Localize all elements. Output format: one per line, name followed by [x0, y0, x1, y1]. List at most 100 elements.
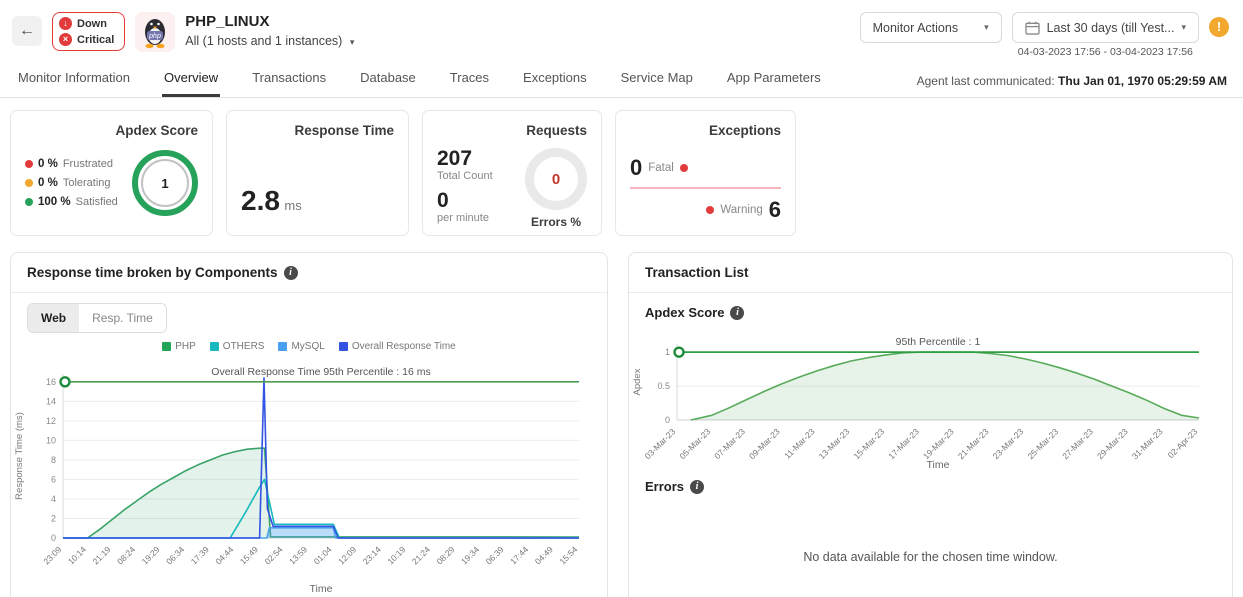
host-instance-selector[interactable]: All (1 hosts and 1 instances) ▾	[185, 34, 354, 48]
agent-last-communicated: Agent last communicated: Thu Jan 01, 197…	[917, 74, 1227, 97]
apdex-gauge: 1	[132, 150, 198, 216]
alert-warning-icon[interactable]: !	[1209, 17, 1229, 37]
svg-text:21-Mar-23: 21-Mar-23	[956, 426, 991, 461]
monitor-actions-dropdown[interactable]: Monitor Actions ▾	[859, 12, 1002, 43]
errors-value: 0	[551, 170, 561, 188]
time-range-selector[interactable]: Last 30 days (till Yest... ▾	[1011, 12, 1199, 43]
svg-text:15:49: 15:49	[238, 544, 260, 566]
tab-bar: Monitor Information Overview Transaction…	[0, 62, 1243, 98]
svg-text:05-Mar-23: 05-Mar-23	[677, 426, 712, 461]
green-dot-icon	[25, 198, 33, 206]
svg-text:4: 4	[51, 494, 56, 504]
satisfied-pct: 100 %	[38, 196, 71, 208]
red-dot-icon	[25, 160, 33, 168]
fatal-label: Fatal	[648, 162, 674, 174]
requests-per-minute-label: per minute	[437, 212, 489, 224]
info-icon[interactable]: i	[730, 305, 745, 320]
availability-status: ↓ Down	[59, 17, 114, 30]
tab-exceptions[interactable]: Exceptions	[523, 70, 587, 85]
satisfied-label: Satisfied	[75, 196, 118, 208]
exceptions-sparkline	[630, 187, 781, 189]
card-title: Requests	[526, 123, 587, 138]
svg-text:06:34: 06:34	[164, 544, 186, 566]
svg-text:17-Mar-23: 17-Mar-23	[886, 426, 921, 461]
tab-database[interactable]: Database	[360, 70, 416, 85]
svg-text:11-Mar-23: 11-Mar-23	[782, 426, 817, 461]
info-icon[interactable]: i	[283, 265, 298, 280]
transaction-list-title: Transaction List	[645, 265, 749, 280]
time-range-detail: 04-03-2023 17:56 - 03-04-2023 17:56	[1017, 46, 1193, 58]
info-icon[interactable]: i	[690, 479, 705, 494]
svg-text:31-Mar-23: 31-Mar-23	[1130, 426, 1165, 461]
svg-text:0: 0	[665, 415, 670, 425]
chevron-down-icon: ▾	[984, 22, 989, 32]
svg-text:php: php	[148, 33, 161, 40]
close-icon: ×	[59, 33, 72, 46]
fatal-row: 0 Fatal	[630, 155, 781, 181]
svg-text:19-Mar-23: 19-Mar-23	[921, 426, 956, 461]
svg-text:2: 2	[51, 513, 56, 523]
svg-text:10:14: 10:14	[66, 544, 88, 566]
tab-traces[interactable]: Traces	[449, 70, 490, 85]
legend-item[interactable]: OTHERS	[209, 341, 264, 352]
tab-transactions[interactable]: Transactions	[252, 70, 327, 85]
time-range-block: Last 30 days (till Yest... ▾ 04-03-2023 …	[1011, 12, 1199, 58]
legend-swatch-icon	[209, 342, 219, 351]
svg-text:1: 1	[665, 347, 670, 357]
legend-item[interactable]: PHP	[162, 341, 196, 352]
legend-swatch-icon	[162, 342, 172, 351]
monitor-title-block: PHP_LINUX All (1 hosts and 1 instances) …	[185, 12, 354, 48]
svg-text:19:29: 19:29	[140, 544, 162, 566]
frustrated-label: Frustrated	[62, 158, 113, 170]
svg-text:25-Mar-23: 25-Mar-23	[1025, 426, 1060, 461]
tolerating-label: Tolerating	[62, 177, 111, 189]
down-arrow-icon: ↓	[59, 17, 72, 30]
toggle-resp-time[interactable]: Resp. Time	[79, 304, 166, 332]
no-data-message: No data available for the chosen time wi…	[803, 550, 1058, 564]
tab-service-map[interactable]: Service Map	[620, 70, 693, 85]
legend-item[interactable]: MySQL	[278, 341, 325, 352]
svg-text:02-Apr-23: 02-Apr-23	[1166, 426, 1200, 460]
tab-app-parameters[interactable]: App Parameters	[726, 70, 821, 85]
orange-dot-icon	[25, 179, 33, 187]
svg-text:0.5: 0.5	[657, 381, 670, 391]
svg-text:12: 12	[46, 416, 56, 426]
requests-total: 207	[437, 147, 473, 170]
svg-text:07-Mar-23: 07-Mar-23	[712, 426, 747, 461]
legend-frustrated: 0 % Frustrated	[25, 158, 132, 170]
frustrated-pct: 0 %	[38, 158, 58, 170]
availability-label: Down	[77, 17, 107, 30]
red-dot-icon	[679, 164, 688, 172]
svg-text:6: 6	[51, 474, 56, 484]
svg-text:01:04: 01:04	[312, 544, 334, 566]
agent-label: Agent last communicated:	[916, 74, 1055, 88]
svg-text:0: 0	[51, 533, 56, 543]
apdex-score-chart-title: Apdex Score	[645, 305, 725, 320]
header-actions: Monitor Actions ▾ Last 30 days (till Yes…	[859, 12, 1229, 58]
errors-donut: 0	[525, 148, 587, 210]
health-status: × Critical	[59, 33, 114, 46]
svg-text:23:14: 23:14	[361, 544, 383, 566]
tab-overview[interactable]: Overview	[162, 64, 221, 97]
svg-text:23:09: 23:09	[41, 544, 63, 566]
svg-text:09-Mar-23: 09-Mar-23	[747, 426, 782, 461]
chevron-down-icon: ▾	[349, 37, 355, 47]
apdex-legend: 0 % Frustrated 0 % Tolerating 100 % Sati…	[25, 158, 132, 208]
svg-text:14: 14	[46, 396, 56, 406]
health-label: Critical	[77, 33, 115, 46]
agent-value: Thu Jan 01, 1970 05:29:59 AM	[1058, 74, 1227, 88]
components-chart-legend: PHP OTHERS MySQL Overall Response Time	[11, 341, 607, 352]
legend-tolerating: 0 % Tolerating	[25, 177, 132, 189]
php-monitor-avatar: php	[135, 12, 176, 52]
legend-item[interactable]: Overall Response Time	[338, 341, 456, 352]
toggle-web[interactable]: Web	[28, 304, 80, 332]
svg-text:06:39: 06:39	[484, 544, 506, 566]
tab-monitor-information[interactable]: Monitor Information	[18, 70, 130, 85]
svg-text:19:34: 19:34	[459, 544, 481, 566]
back-button[interactable]: ←	[12, 16, 42, 46]
kpi-cards-row: Apdex Score 0 % Frustrated 0 % Toleratin…	[0, 98, 1243, 244]
svg-text:27-Mar-23: 27-Mar-23	[1060, 426, 1095, 461]
card-title: Response Time	[294, 123, 394, 138]
red-dot-icon	[706, 206, 715, 214]
